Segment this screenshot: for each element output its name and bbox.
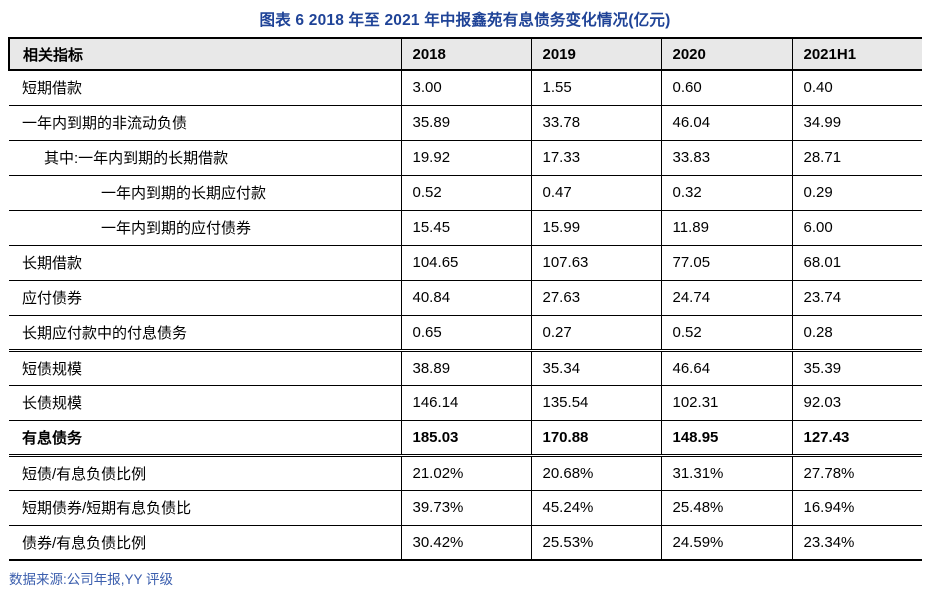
value-cell: 146.14 [400,385,531,421]
value-cell: 135.54 [530,385,661,421]
table-row: 短期债券/短期有息负债比 39.73% 45.24% 25.48% 16.94% [9,490,922,526]
row-label-cell: 有息债务 [9,420,401,457]
debt-table: 相关指标 2018 2019 2020 2021H1 短期借款 3.00 1.5… [8,37,922,561]
table-row: 长期应付款中的付息债务 0.65 0.27 0.52 0.28 [9,315,922,352]
value-cell: 27.63 [530,280,661,316]
table-row: 长期借款 104.65 107.63 77.05 68.01 [9,245,922,281]
value-cell: 46.04 [660,105,792,141]
table-row: 一年内到期的非流动负债 35.89 33.78 46.04 34.99 [9,105,922,141]
value-cell: 16.94% [791,490,922,526]
row-label-cell: 长期应付款中的付息债务 [9,315,401,352]
value-cell: 19.92 [400,140,531,176]
value-cell: 0.52 [660,315,792,352]
data-source-note: 数据来源:公司年报,YY 评级 [9,572,174,587]
header-cell-2018: 2018 [400,38,531,71]
value-cell: 24.74 [660,280,792,316]
header-cell-2021h1: 2021H1 [791,38,922,71]
value-cell: 1.55 [530,70,661,106]
value-cell: 0.52 [400,175,531,211]
header-cell-indicator: 相关指标 [8,38,401,71]
value-cell: 46.64 [660,350,792,386]
header-cell-2020: 2020 [660,38,792,71]
row-label-cell: 短债规模 [9,350,401,386]
value-cell: 15.45 [400,210,531,246]
value-cell: 185.03 [400,420,531,457]
value-cell: 33.83 [660,140,792,176]
table-row: 债券/有息负债比例 30.42% 25.53% 24.59% 23.34% [9,525,922,560]
value-cell: 0.28 [791,315,922,352]
value-cell: 15.99 [530,210,661,246]
value-cell: 35.39 [791,350,922,386]
value-cell: 23.74 [791,280,922,316]
value-cell: 0.60 [660,70,792,106]
value-cell: 77.05 [660,245,792,281]
row-label-cell: 短期借款 [9,70,401,106]
value-cell: 28.71 [791,140,922,176]
chart-title: 图表 6 2018 年至 2021 年中报鑫苑有息债务变化情况(亿元) [259,12,671,29]
value-cell: 35.34 [530,350,661,386]
value-cell: 25.48% [660,490,792,526]
value-cell: 31.31% [660,455,792,491]
value-cell: 127.43 [791,420,922,457]
value-cell: 27.78% [791,455,922,491]
row-label-cell: 一年内到期的长期应付款 [9,175,401,211]
row-label-cell: 一年内到期的非流动负债 [9,105,401,141]
value-cell: 40.84 [400,280,531,316]
table-row: 应付债券 40.84 27.63 24.74 23.74 [9,280,922,316]
table-header: 相关指标 2018 2019 2020 2021H1 [8,38,922,71]
table-body: 短期借款 3.00 1.55 0.60 0.40 一年内到期的非流动负债 35.… [9,70,922,560]
value-cell: 92.03 [791,385,922,421]
table-row: 短期借款 3.00 1.55 0.60 0.40 [9,70,922,106]
value-cell: 34.99 [791,105,922,141]
row-label-cell: 其中:一年内到期的长期借款 [9,140,401,176]
row-label-cell: 短债/有息负债比例 [9,455,401,491]
value-cell: 38.89 [400,350,531,386]
table-row: 有息债务 185.03 170.88 148.95 127.43 [9,420,922,457]
value-cell: 30.42% [400,525,531,560]
value-cell: 23.34% [791,525,922,560]
row-label-cell: 短期债券/短期有息负债比 [9,490,401,526]
value-cell: 33.78 [530,105,661,141]
row-label-cell: 长债规模 [9,385,401,421]
table-row: 长债规模 146.14 135.54 102.31 92.03 [9,385,922,421]
value-cell: 17.33 [530,140,661,176]
table-row: 一年内到期的长期应付款 0.52 0.47 0.32 0.29 [9,175,922,211]
value-cell: 148.95 [660,420,792,457]
value-cell: 35.89 [400,105,531,141]
header-cell-2019: 2019 [530,38,661,71]
value-cell: 0.40 [791,70,922,106]
table-row: 其中:一年内到期的长期借款 19.92 17.33 33.83 28.71 [9,140,922,176]
row-label-cell: 应付债券 [9,280,401,316]
value-cell: 0.27 [530,315,661,352]
value-cell: 3.00 [400,70,531,106]
row-label-cell: 债券/有息负债比例 [22,534,147,552]
value-cell: 6.00 [791,210,922,246]
row-label-cell: 一年内到期的应付债券 [9,210,401,246]
table-row: 短债/有息负债比例 21.02% 20.68% 31.31% 27.78% [9,455,922,491]
header-row: 相关指标 2018 2019 2020 2021H1 [8,38,922,71]
value-cell: 0.65 [400,315,531,352]
value-cell: 25.53% [530,525,661,560]
row-label-cell: 长期借款 [9,245,401,281]
value-cell: 45.24% [530,490,661,526]
value-cell: 21.02% [400,455,531,491]
value-cell: 39.73% [400,490,531,526]
value-cell: 107.63 [530,245,661,281]
table-row: 短债规模 38.89 35.34 46.64 35.39 [9,350,922,386]
value-cell: 102.31 [660,385,792,421]
value-cell: 11.89 [660,210,792,246]
value-cell: 104.65 [400,245,531,281]
value-cell: 0.29 [791,175,922,211]
value-cell: 20.68% [530,455,661,491]
value-cell: 170.88 [530,420,661,457]
value-cell: 68.01 [791,245,922,281]
value-cell: 0.47 [530,175,661,211]
table-row: 一年内到期的应付债券 15.45 15.99 11.89 6.00 [9,210,922,246]
value-cell: 24.59% [660,525,792,560]
value-cell: 0.32 [660,175,792,211]
